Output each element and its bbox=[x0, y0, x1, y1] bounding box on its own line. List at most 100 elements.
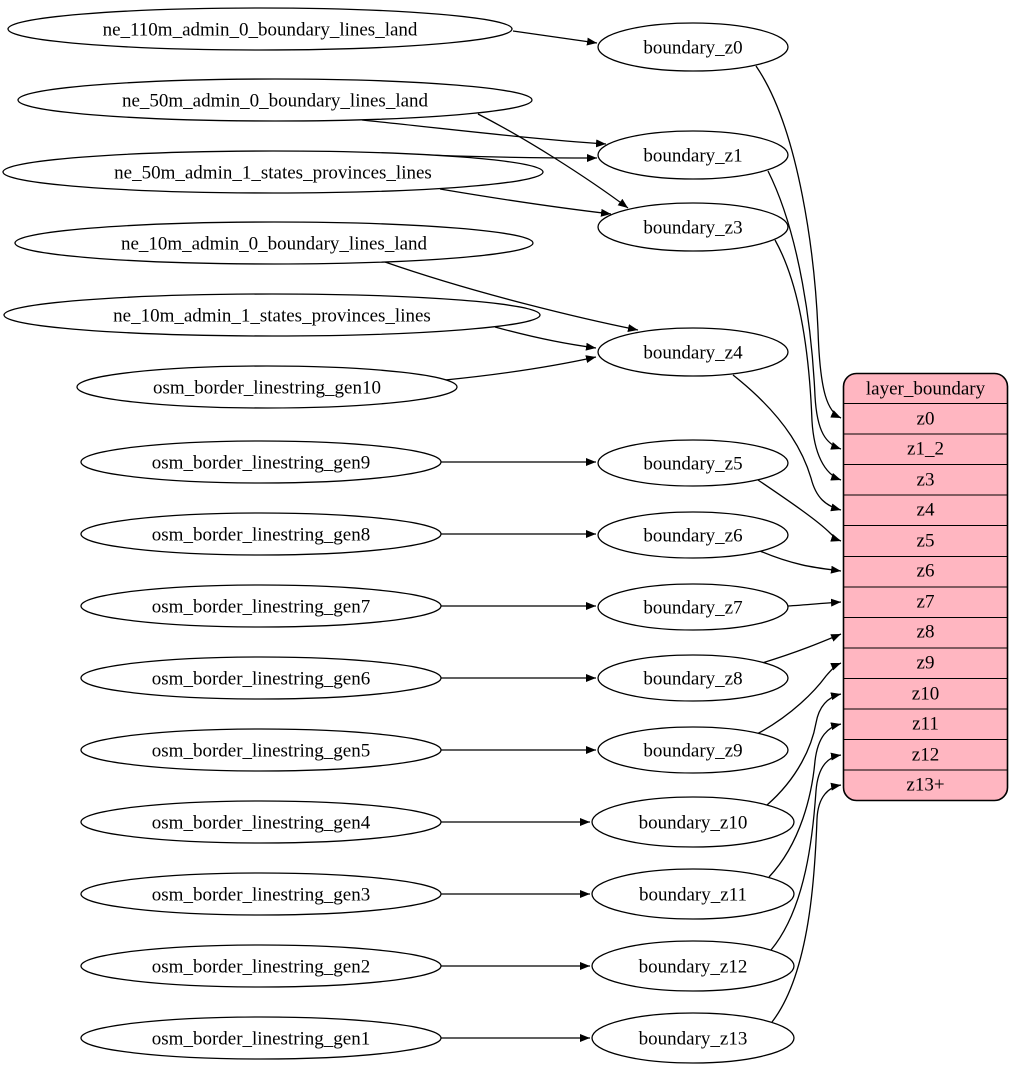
node-ellipse bbox=[80, 800, 442, 844]
node-osm_border_linestring_gen6: osm_border_linestring_gen6 bbox=[80, 656, 442, 700]
node-label: boundary_z4 bbox=[643, 343, 743, 364]
table-row-z9: z9 bbox=[917, 653, 935, 674]
node-ellipse bbox=[80, 728, 442, 772]
node-boundary_z13: boundary_z13 bbox=[591, 1012, 795, 1064]
table-row-z4: z4 bbox=[917, 500, 935, 521]
edge-boundary_z6-to-row-z6 bbox=[759, 550, 842, 574]
node-label: ne_50m_admin_1_states_provinces_lines bbox=[114, 163, 432, 184]
node-label: ne_50m_admin_0_boundary_lines_land bbox=[122, 91, 429, 112]
edge-boundary_z9-to-row-z9 bbox=[756, 662, 842, 735]
node-ellipse bbox=[597, 654, 789, 702]
node-label: osm_border_linestring_gen5 bbox=[152, 741, 370, 762]
edge-boundary_z12-to-row-z12 bbox=[770, 752, 842, 951]
node-label: boundary_z11 bbox=[639, 885, 747, 906]
node-ellipse bbox=[80, 512, 442, 556]
node-osm_border_linestring_gen3: osm_border_linestring_gen3 bbox=[80, 872, 442, 916]
edge-boundary_z13-to-row-z13plus bbox=[771, 782, 842, 1023]
node-label: ne_110m_admin_0_boundary_lines_land bbox=[103, 20, 418, 41]
node-ne_110m_admin_0_boundary_lines_land: ne_110m_admin_0_boundary_lines_land bbox=[7, 7, 513, 51]
node-boundary_z3: boundary_z3 bbox=[597, 202, 789, 252]
edge-ne_110m_admin_0_boundary_lines_land-to-boundary_z0 bbox=[512, 30, 598, 46]
node-boundary_z0: boundary_z0 bbox=[597, 22, 789, 72]
node-label: boundary_z7 bbox=[643, 598, 742, 619]
node-label: boundary_z6 bbox=[643, 526, 742, 547]
node-label: boundary_z5 bbox=[643, 454, 742, 475]
table-row-z0: z0 bbox=[917, 409, 935, 430]
table-row-z12: z12 bbox=[912, 745, 939, 766]
node-osm_border_linestring_gen1: osm_border_linestring_gen1 bbox=[80, 1016, 442, 1060]
node-ellipse bbox=[597, 726, 789, 774]
node-boundary_z1: boundary_z1 bbox=[597, 130, 789, 180]
node-ellipse bbox=[3, 293, 541, 337]
node-boundary_z10: boundary_z10 bbox=[591, 796, 795, 848]
edges-source-to-transform bbox=[361, 30, 639, 1042]
node-label: boundary_z8 bbox=[643, 669, 742, 690]
node-ellipse bbox=[17, 78, 533, 122]
node-ellipse bbox=[76, 365, 458, 409]
node-boundary_z6: boundary_z6 bbox=[597, 511, 789, 559]
node-ellipse bbox=[7, 7, 513, 51]
node-ellipse bbox=[80, 440, 442, 484]
node-label: osm_border_linestring_gen2 bbox=[152, 957, 370, 978]
node-ellipse bbox=[591, 796, 795, 848]
node-label: ne_10m_admin_1_states_provinces_lines bbox=[113, 306, 431, 327]
node-label: osm_border_linestring_gen4 bbox=[152, 813, 371, 834]
node-osm_border_linestring_gen4: osm_border_linestring_gen4 bbox=[80, 800, 442, 844]
node-ne_10m_admin_0_boundary_lines_land: ne_10m_admin_0_boundary_lines_land bbox=[14, 221, 534, 265]
node-ellipse bbox=[591, 940, 795, 992]
node-boundary_z4: boundary_z4 bbox=[597, 327, 789, 377]
edge-boundary_z5-to-row-z5 bbox=[757, 479, 842, 542]
node-osm_border_linestring_gen5: osm_border_linestring_gen5 bbox=[80, 728, 442, 772]
node-ellipse bbox=[80, 872, 442, 916]
node-ellipse bbox=[2, 150, 544, 194]
table-row-z11: z11 bbox=[912, 714, 939, 735]
node-ellipse bbox=[80, 656, 442, 700]
node-ellipse bbox=[14, 221, 534, 265]
node-ellipse bbox=[597, 22, 789, 72]
table-row-z8: z8 bbox=[917, 622, 935, 643]
node-label: boundary_z0 bbox=[643, 38, 742, 59]
edge-boundary_z3-to-row-z3 bbox=[774, 239, 842, 481]
edge-boundary_z8-to-row-z8 bbox=[761, 633, 842, 664]
node-label: osm_border_linestring_gen9 bbox=[152, 453, 370, 474]
node-osm_border_linestring_gen2: osm_border_linestring_gen2 bbox=[80, 944, 442, 988]
node-ellipse bbox=[597, 130, 789, 180]
node-ellipse bbox=[80, 944, 442, 988]
node-ellipse bbox=[80, 1016, 442, 1060]
node-ellipse bbox=[80, 584, 442, 628]
node-ellipse bbox=[597, 583, 789, 631]
node-ne_50m_admin_0_boundary_lines_land: ne_50m_admin_0_boundary_lines_land bbox=[17, 78, 533, 122]
node-label: boundary_z12 bbox=[639, 957, 748, 978]
node-osm_border_linestring_gen10: osm_border_linestring_gen10 bbox=[76, 365, 458, 409]
node-ne_50m_admin_1_states_provinces_lines: ne_50m_admin_1_states_provinces_lines bbox=[2, 150, 544, 194]
node-osm_border_linestring_gen7: osm_border_linestring_gen7 bbox=[80, 584, 442, 628]
table-row-z5: z5 bbox=[917, 531, 935, 552]
table-row-z7: z7 bbox=[917, 592, 935, 613]
table-row-z1_2: z1_2 bbox=[907, 439, 944, 460]
edge-boundary_z0-to-row-z0 bbox=[755, 65, 842, 419]
node-ellipse bbox=[591, 868, 795, 920]
node-label: boundary_z9 bbox=[643, 741, 742, 762]
edge-ne_10m_admin_0_boundary_lines_land-to-boundary_z4 bbox=[384, 261, 639, 332]
node-ellipse bbox=[597, 511, 789, 559]
edge-boundary_z10-to-row-z10 bbox=[766, 692, 842, 806]
node-label: osm_border_linestring_gen1 bbox=[152, 1029, 370, 1050]
edges-transform-to-table bbox=[732, 65, 842, 1023]
edge-boundary_z11-to-row-z11 bbox=[768, 722, 842, 878]
edge-ne_50m_admin_0_boundary_lines_land-to-boundary_z1 bbox=[361, 119, 607, 148]
node-ellipse bbox=[597, 327, 789, 377]
table-row-z10: z10 bbox=[912, 684, 939, 705]
node-boundary_z11: boundary_z11 bbox=[591, 868, 795, 920]
edge-boundary_z4-to-row-z4 bbox=[732, 374, 842, 512]
node-boundary_z7: boundary_z7 bbox=[597, 583, 789, 631]
node-label: osm_border_linestring_gen7 bbox=[152, 597, 370, 618]
node-boundary_z9: boundary_z9 bbox=[597, 726, 789, 774]
node-boundary_z12: boundary_z12 bbox=[591, 940, 795, 992]
edge-boundary_z1-to-row-z1_2 bbox=[767, 170, 842, 450]
node-label: boundary_z3 bbox=[643, 218, 742, 239]
node-ellipse bbox=[591, 1012, 795, 1064]
node-label: osm_border_linestring_gen3 bbox=[152, 885, 370, 906]
node-label: ne_10m_admin_0_boundary_lines_land bbox=[121, 234, 428, 255]
